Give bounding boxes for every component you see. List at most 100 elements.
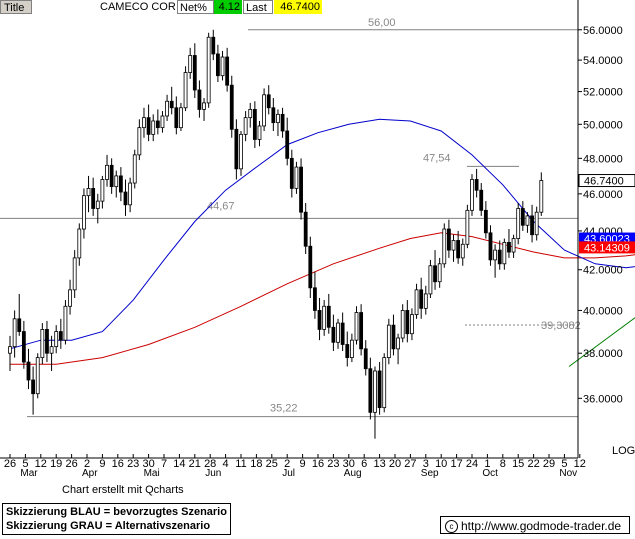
x-tick-label-10: 7 xyxy=(161,458,167,470)
candle-body-39 xyxy=(188,55,193,73)
header-netpct-label-cell: Net% xyxy=(177,0,214,14)
x-tick-label-31: 1 xyxy=(484,458,490,470)
candle-body-19 xyxy=(95,200,100,209)
candle-body-114 xyxy=(534,211,539,236)
candle-body-9 xyxy=(49,346,54,354)
y-tick-label-8: 40.0000 xyxy=(583,305,623,317)
x-month-label-3: Jun xyxy=(205,468,221,479)
x-tick-label-24: 13 xyxy=(373,458,385,470)
x-tick-label-12: 21 xyxy=(189,458,201,470)
x-tick-label-18: 2 xyxy=(284,458,290,470)
x-tick-label-5: 2 xyxy=(84,458,90,470)
x-tick-label-16: 18 xyxy=(250,458,262,470)
candle-body-5 xyxy=(31,379,36,395)
candles xyxy=(8,29,544,439)
x-month-label-6: Sep xyxy=(421,468,439,479)
legend-blue-text: Skizzierung BLAU = bevorzugtes Szenario xyxy=(6,506,227,518)
candle-body-94 xyxy=(442,228,447,265)
candle-body-14 xyxy=(72,257,77,291)
candle-body-67 xyxy=(317,310,322,330)
x-tick-label-7: 16 xyxy=(112,458,124,470)
candle-body-47 xyxy=(225,56,230,86)
candle-body-108 xyxy=(507,241,511,253)
candle-body-61 xyxy=(289,157,294,189)
header-title-cell: Title xyxy=(0,0,32,14)
candle-body-57 xyxy=(271,107,276,124)
candle-body-26 xyxy=(128,182,133,206)
trendline-group xyxy=(568,317,635,367)
candle-body-21 xyxy=(105,164,109,180)
source-url[interactable]: http://www.godmode-trader.de xyxy=(461,519,622,533)
price-marker-box-2 xyxy=(579,241,635,254)
candle-body-55 xyxy=(262,94,267,127)
y-tick-label-9: 38.0000 xyxy=(583,348,623,360)
candle-body-97 xyxy=(456,240,461,259)
level-label-1: 47,54 xyxy=(423,152,451,164)
candle-body-90 xyxy=(423,293,428,309)
x-tick-label-6: 9 xyxy=(99,458,105,470)
candle-body-98 xyxy=(460,243,465,259)
moving-averages xyxy=(9,118,635,365)
candle-body-99 xyxy=(465,209,470,245)
candle-body-49 xyxy=(234,128,239,170)
x-tick-label-37: 12 xyxy=(574,458,586,470)
price-marker-label-2: 43.14309 xyxy=(584,242,630,254)
level-label-4: 35,22 xyxy=(270,403,298,415)
y-tick-label-3: 50.0000 xyxy=(583,119,623,131)
x-tick-label-9: 30 xyxy=(142,458,154,470)
candle-body-56 xyxy=(266,94,271,109)
candle-body-75 xyxy=(354,312,359,341)
x-tick-label-36: 5 xyxy=(561,458,567,470)
candle-body-60 xyxy=(285,130,290,159)
y-tick-label-5: 46.0000 xyxy=(583,189,623,201)
candle-body-64 xyxy=(303,211,308,247)
candle-body-28 xyxy=(137,127,142,156)
candle-body-41 xyxy=(197,89,202,110)
candle-body-38 xyxy=(183,72,188,109)
x-tick-label-1: 5 xyxy=(22,458,28,470)
candle-body-82 xyxy=(386,324,391,359)
candle-body-40 xyxy=(192,55,197,91)
candle-body-24 xyxy=(118,175,123,193)
x-tick-label-15: 11 xyxy=(235,458,246,470)
netpct-value: 4.12 xyxy=(218,1,240,13)
x-tick-label-26: 27 xyxy=(404,458,416,470)
candle-body-42 xyxy=(202,102,206,110)
source-url-box[interactable]: c http://www.godmode-trader.de xyxy=(440,516,630,534)
x-tick-label-34: 22 xyxy=(527,458,539,470)
x-month-label-5: Aug xyxy=(344,468,362,479)
candle-body-37 xyxy=(179,107,183,129)
x-tick-label-4: 26 xyxy=(65,458,77,470)
candle-body-18 xyxy=(91,188,96,209)
candle-body-31 xyxy=(151,120,156,135)
candle-body-53 xyxy=(252,109,257,140)
x-month-label-8: Nov xyxy=(559,468,577,479)
candle-body-0 xyxy=(8,346,12,354)
candle-body-83 xyxy=(391,324,396,350)
x-tick-label-27: 3 xyxy=(423,458,429,470)
candle-body-59 xyxy=(280,113,285,132)
x-tick-label-0: 26 xyxy=(4,458,16,470)
x-tick-label-14: 4 xyxy=(223,458,229,470)
candle-body-32 xyxy=(155,120,160,129)
x-month-label-7: Oct xyxy=(482,468,498,479)
legend-gray-text: Skizzierung GRAU = Alternativszenario xyxy=(6,520,211,532)
candle-body-93 xyxy=(437,263,442,283)
candle-body-100 xyxy=(470,179,474,211)
candle-body-33 xyxy=(160,115,165,129)
candle-body-27 xyxy=(132,154,137,184)
candle-body-113 xyxy=(530,215,534,236)
header-name-cell: CAMECO CORP xyxy=(98,0,176,14)
candle-body-106 xyxy=(497,249,502,265)
x-tick-label-21: 23 xyxy=(327,458,339,470)
candle-body-81 xyxy=(382,357,387,409)
candle-body-50 xyxy=(239,133,243,170)
x-tick-label-30: 24 xyxy=(466,458,478,470)
x-axis: 26 5 12 19 26 2 9 16 23 30 7 14 21 28 4 11 18 25 2 9 16 23 30 6… xyxy=(0,454,586,479)
x-tick-label-22: 30 xyxy=(343,458,355,470)
candle-body-87 xyxy=(410,314,414,335)
level-label-3: 39,3082 xyxy=(541,320,581,332)
header-last-label-cell: Last xyxy=(243,0,273,14)
candle-body-110 xyxy=(516,208,521,239)
x-month-label-2: Mai xyxy=(144,468,160,479)
